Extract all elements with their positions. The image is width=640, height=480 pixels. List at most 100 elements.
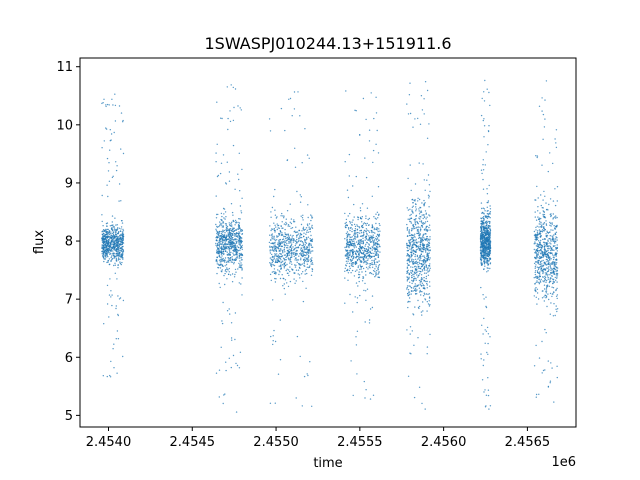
data-point	[344, 254, 347, 256]
data-point	[410, 290, 413, 292]
data-point	[482, 233, 484, 236]
data-point	[414, 283, 416, 285]
plot-area-frame	[79, 57, 577, 428]
data-point	[419, 244, 422, 246]
data-point	[413, 344, 415, 346]
data-point	[310, 250, 312, 252]
data-point	[378, 235, 380, 238]
data-point	[306, 263, 309, 265]
data-point	[488, 408, 490, 410]
data-point	[303, 263, 305, 265]
data-point	[372, 149, 375, 152]
data-point	[421, 202, 423, 204]
data-point	[357, 240, 359, 242]
data-point	[235, 251, 237, 253]
data-point	[285, 256, 287, 259]
data-point	[223, 248, 225, 251]
data-point	[420, 228, 422, 231]
data-point	[542, 269, 544, 271]
data-point	[216, 143, 218, 145]
data-point	[428, 270, 430, 272]
data-point	[221, 236, 223, 238]
data-point	[231, 258, 233, 260]
data-point	[553, 238, 555, 240]
data-point	[485, 330, 488, 332]
data-point	[422, 295, 425, 297]
data-point	[419, 248, 421, 250]
data-point	[238, 226, 240, 228]
data-point	[275, 250, 278, 253]
data-point	[484, 228, 486, 230]
data-point	[547, 284, 549, 286]
data-point	[296, 261, 298, 263]
data-point	[122, 230, 125, 232]
data-point	[269, 246, 271, 249]
data-point	[363, 255, 366, 258]
data-point	[359, 242, 362, 244]
data-point	[353, 232, 356, 235]
data-point	[416, 220, 418, 223]
data-point	[294, 254, 296, 256]
data-point	[110, 290, 112, 292]
data-point	[548, 285, 551, 287]
data-point	[283, 217, 285, 219]
data-point	[228, 239, 231, 241]
data-point	[413, 263, 415, 265]
data-point	[311, 240, 313, 243]
data-point	[225, 225, 227, 227]
data-point	[484, 229, 486, 232]
data-point	[426, 259, 429, 262]
data-point	[411, 199, 413, 201]
data-point	[409, 214, 411, 217]
data-point	[283, 215, 285, 217]
data-point	[555, 263, 557, 265]
data-point	[488, 250, 491, 253]
data-point	[238, 262, 240, 265]
data-point	[411, 254, 413, 256]
data-point	[485, 231, 487, 233]
data-point	[480, 114, 483, 117]
data-point	[358, 255, 360, 257]
data-point	[347, 243, 349, 245]
data-point	[420, 278, 423, 280]
data-point	[488, 216, 490, 218]
data-point	[545, 264, 548, 266]
data-point	[115, 232, 117, 234]
data-point	[352, 394, 354, 397]
data-point	[423, 179, 425, 181]
data-point	[228, 180, 231, 182]
data-point	[489, 405, 492, 407]
data-point	[541, 246, 543, 249]
data-point	[375, 275, 377, 277]
data-point	[358, 247, 360, 250]
data-point	[484, 246, 486, 248]
data-point	[274, 253, 276, 255]
data-point	[410, 256, 412, 258]
data-point	[543, 213, 546, 216]
data-point	[486, 237, 489, 239]
data-point	[280, 215, 282, 217]
data-point	[548, 268, 550, 271]
data-point	[274, 214, 277, 216]
data-point	[547, 239, 549, 241]
data-point	[284, 232, 286, 234]
data-point	[216, 272, 218, 275]
data-point	[546, 305, 548, 308]
data-point	[107, 170, 110, 172]
data-point	[303, 265, 305, 267]
data-point	[374, 242, 376, 244]
y-tick-label: 7	[65, 293, 73, 308]
data-point	[354, 244, 356, 246]
data-point	[304, 238, 306, 241]
data-point	[114, 247, 116, 249]
data-point	[546, 234, 549, 237]
y-tick-label: 6	[65, 351, 73, 366]
data-point	[239, 239, 241, 242]
data-point	[235, 238, 237, 240]
data-point	[358, 227, 361, 229]
data-point	[426, 220, 429, 223]
data-point	[354, 296, 356, 298]
data-point	[423, 276, 425, 279]
data-point	[364, 254, 367, 256]
data-point	[117, 255, 119, 257]
